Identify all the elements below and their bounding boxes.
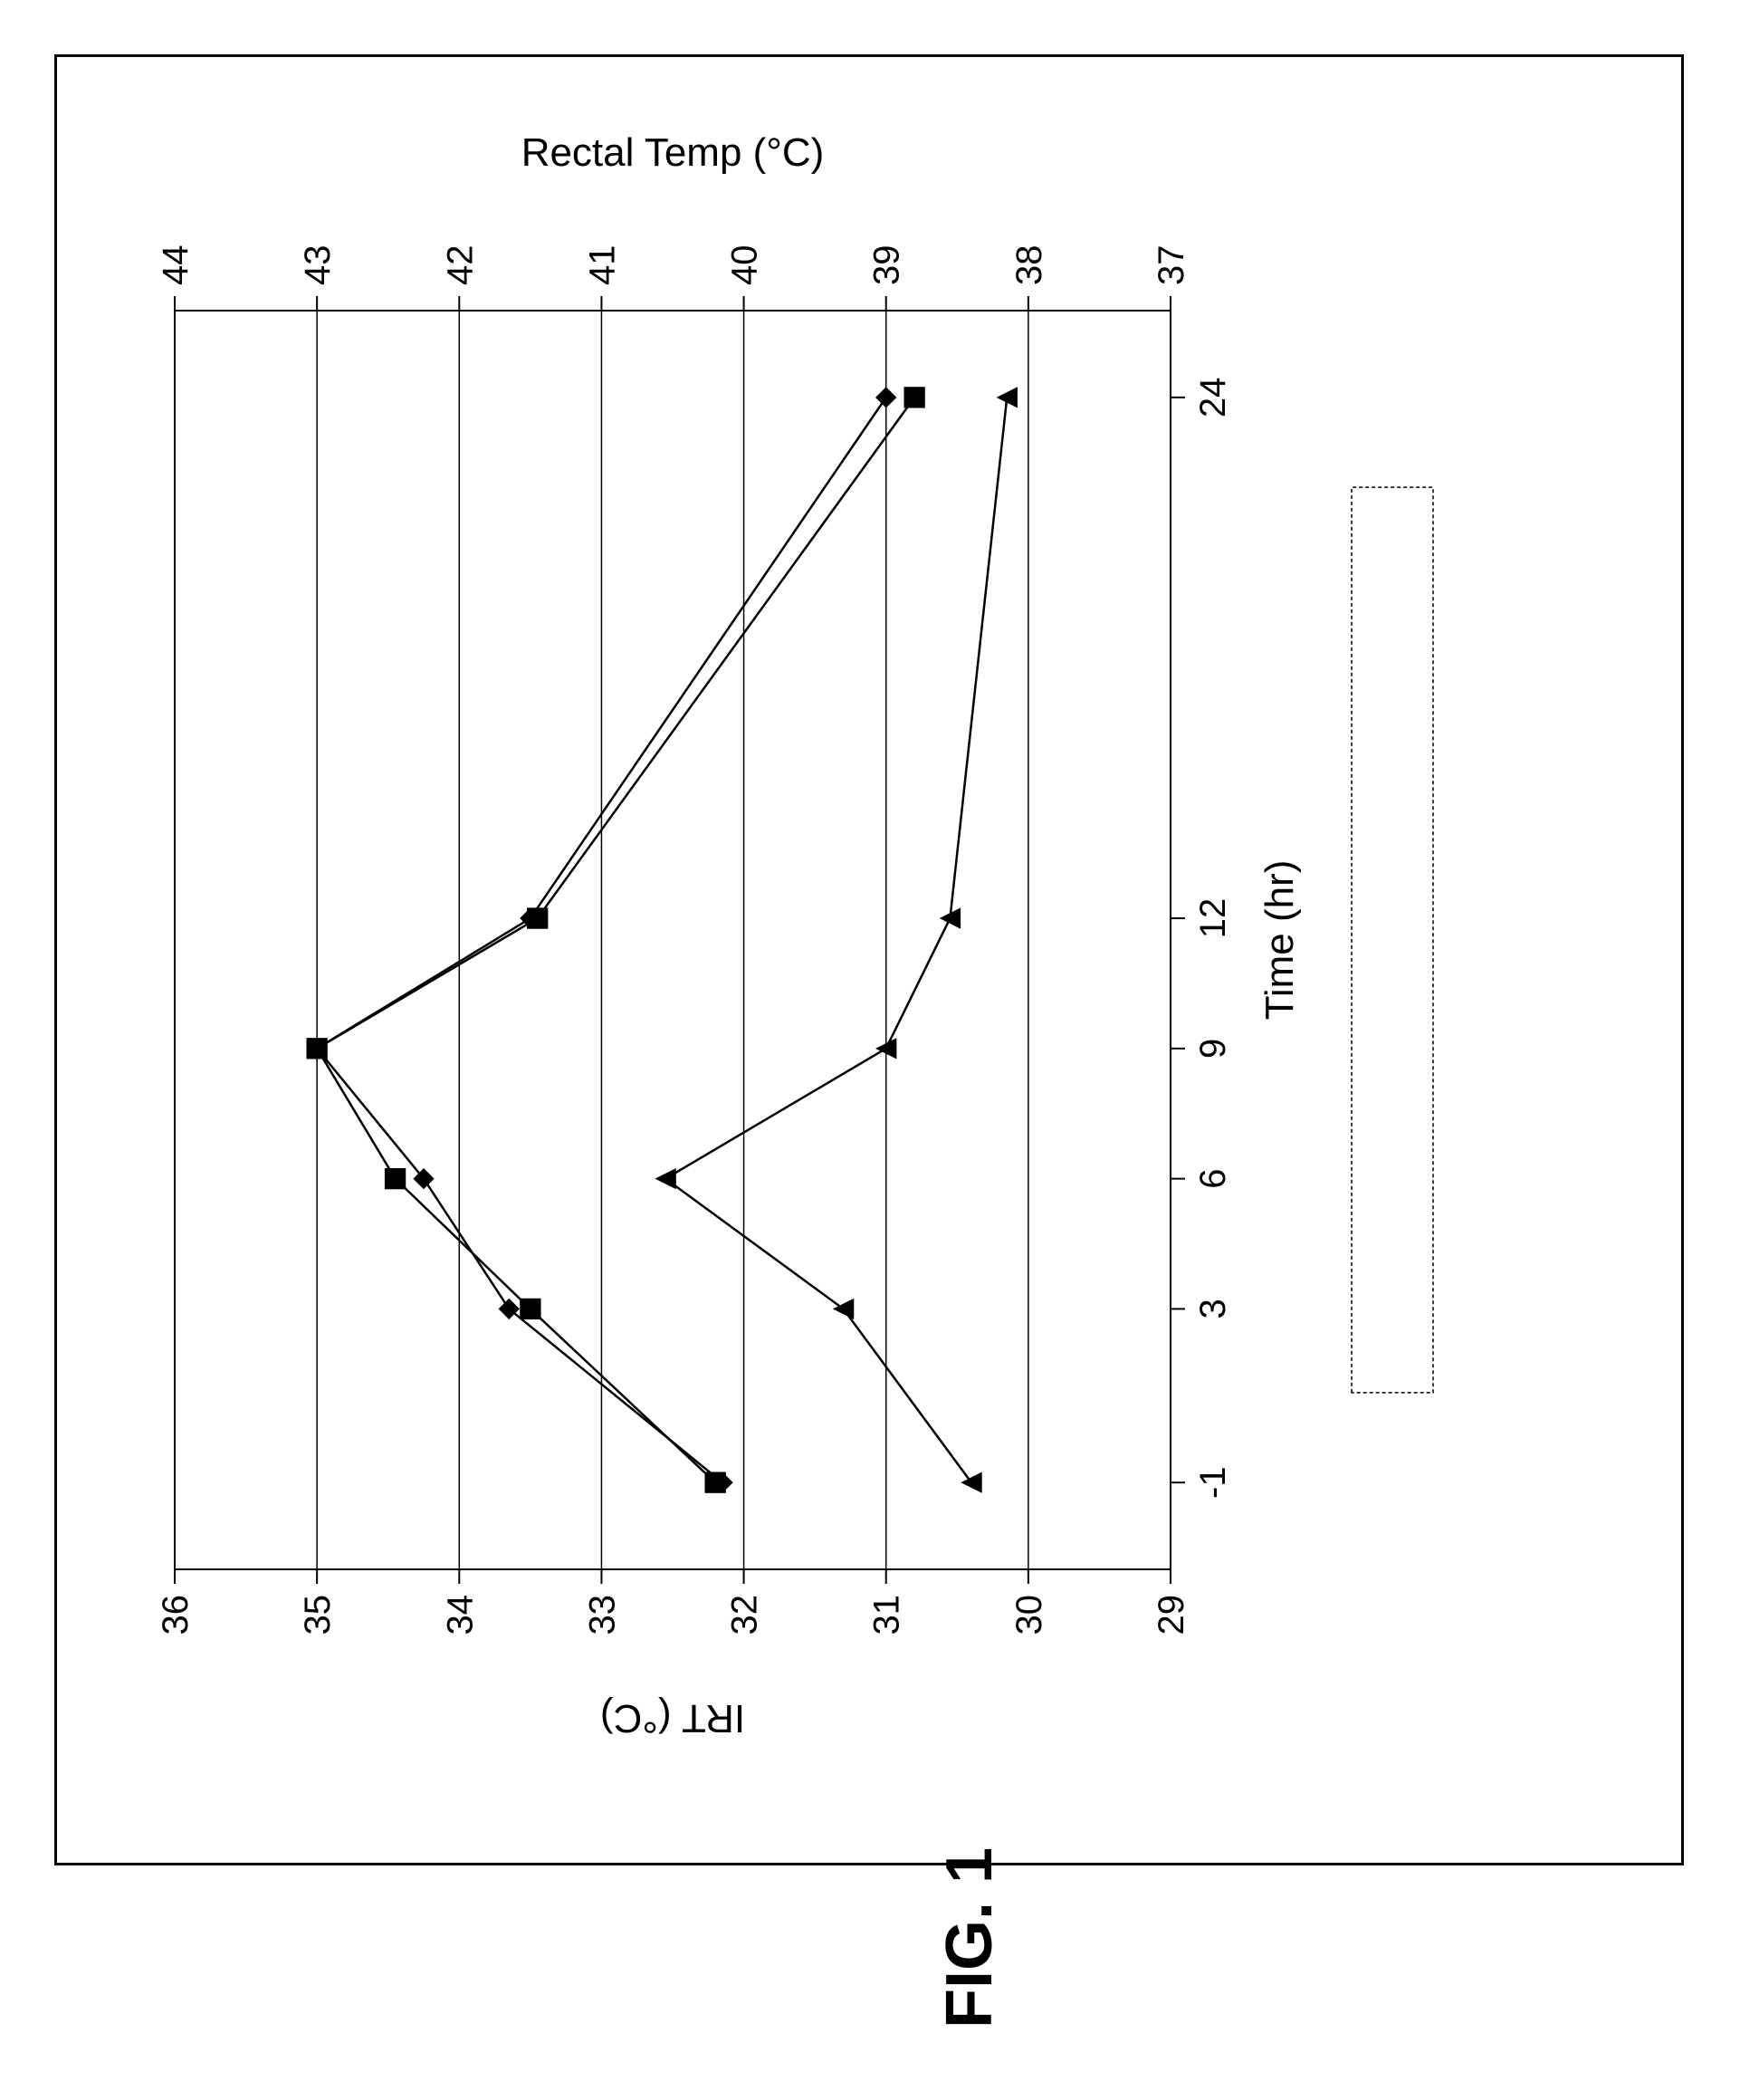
y-right-tick-label: 40 [725, 245, 765, 286]
plot-area [175, 311, 1171, 1569]
square-marker [306, 1038, 327, 1059]
y-left-tick-label: 32 [725, 1595, 765, 1635]
y-right-axis-label: Rectal Temp (°C) [521, 130, 825, 175]
x-axis-label: Time (hr) [1257, 860, 1302, 1021]
x-tick-label: 6 [1193, 1168, 1233, 1188]
x-tick-label: 12 [1193, 898, 1233, 939]
x-tick-label: 3 [1193, 1299, 1233, 1318]
square-marker [704, 1472, 725, 1492]
y-right-tick-label: 43 [298, 245, 338, 286]
y-left-tick-label: 30 [1009, 1595, 1049, 1635]
square-marker [520, 1299, 540, 1319]
y-left-tick-label: 33 [582, 1595, 622, 1635]
square-marker [385, 1168, 406, 1189]
rotated-chart-group: -13691224Time (hr)2930313233343536IRT (°… [156, 130, 1433, 1740]
chart: -13691224Time (hr)2930313233343536IRT (°… [57, 57, 1687, 1868]
square-marker [903, 387, 924, 408]
y-left-tick-label: 36 [156, 1595, 196, 1635]
legend-box [1352, 487, 1433, 1393]
y-right-tick-label: 42 [440, 245, 480, 286]
outer-frame: -13691224Time (hr)2930313233343536IRT (°… [54, 54, 1684, 1865]
y-left-tick-label: 35 [298, 1595, 338, 1635]
y-left-tick-label: 31 [867, 1595, 907, 1635]
x-tick-label: -1 [1193, 1466, 1233, 1499]
y-left-tick-label: 29 [1152, 1595, 1191, 1635]
square-marker [527, 907, 548, 928]
y-left-tick-label: 34 [440, 1595, 480, 1635]
y-left-axis-label: IRT (°C) [600, 1696, 745, 1740]
figure-caption: FIG. 1 [932, 1847, 1007, 2028]
y-right-tick-label: 39 [867, 245, 907, 286]
x-tick-label: 9 [1193, 1039, 1233, 1059]
y-right-tick-label: 41 [582, 245, 622, 286]
y-right-tick-label: 38 [1009, 245, 1049, 286]
y-right-tick-label: 37 [1152, 245, 1191, 286]
y-right-tick-label: 44 [156, 245, 196, 286]
x-tick-label: 24 [1193, 378, 1233, 418]
